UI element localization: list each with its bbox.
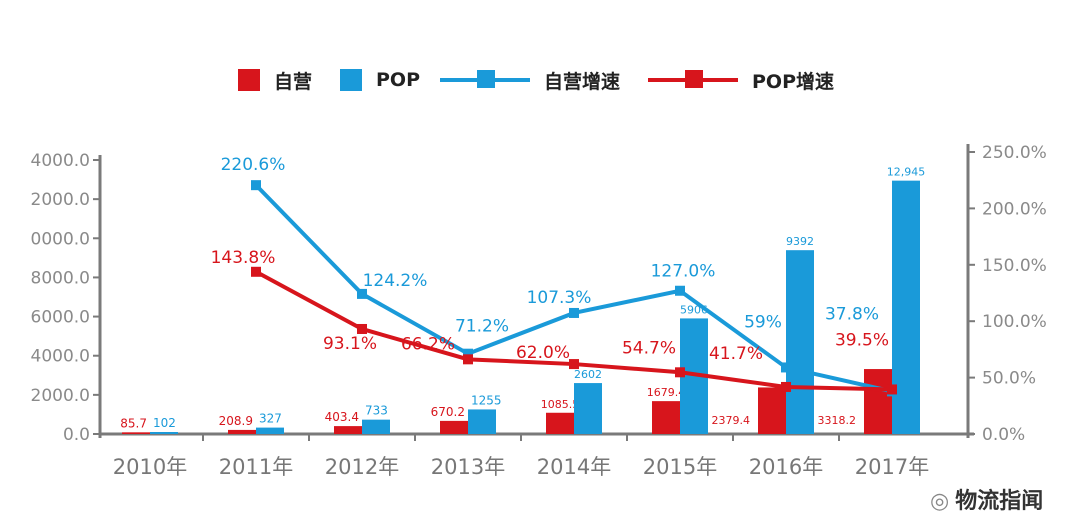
bar-label-self: 1679.4	[647, 386, 686, 399]
bar-label-self: 3318.2	[818, 414, 857, 427]
wechat-icon: ◎	[930, 489, 950, 514]
bar-self	[122, 432, 150, 434]
x-tick-label: 2011年	[219, 455, 293, 479]
bar-label-pop: 12,945	[887, 166, 926, 179]
legend-item-pop-growth: POP增速	[648, 64, 834, 96]
label-self-growth: 127.0%	[651, 262, 716, 282]
label-self-growth: 220.6%	[221, 155, 286, 175]
label-self-growth: 124.2%	[363, 271, 428, 291]
right-tick-label: 250.0%	[982, 143, 1047, 163]
left-tick-label: 4000.0	[31, 151, 90, 171]
bar-label-self: 2379.4	[712, 414, 751, 427]
point-pop-growth	[251, 266, 261, 277]
bar-label-self: 85.7	[120, 416, 147, 430]
legend-swatch	[238, 69, 260, 91]
bar-self	[864, 369, 892, 434]
right-tick-label: 150.0%	[982, 256, 1047, 276]
point-pop-growth	[675, 367, 685, 378]
legend-line	[648, 70, 738, 88]
point-pop-growth	[463, 354, 473, 365]
bar-label-pop: 327	[259, 412, 282, 426]
label-pop-growth: 62.0%	[516, 343, 570, 363]
bar-self	[546, 412, 574, 434]
label-self-growth: 37.8%	[825, 304, 879, 324]
point-self-growth	[357, 288, 367, 299]
point-self-growth	[463, 348, 473, 359]
x-tick-label: 2012年	[325, 455, 399, 479]
legend: 自营 POP 自营增速 POP增速	[0, 64, 1080, 96]
label-pop-growth: 41.7%	[709, 344, 763, 364]
bar-label-pop: 9392	[786, 235, 814, 248]
left-tick-label: 0.0	[63, 425, 90, 445]
x-tick-label: 2017年	[855, 455, 929, 479]
point-self-growth	[675, 285, 685, 296]
bar-pop	[468, 409, 496, 434]
left-tick-label: 8000.0	[31, 268, 90, 288]
bar-self	[758, 387, 786, 434]
x-tick-label: 2016年	[749, 455, 823, 479]
bar-label-pop: 102	[153, 416, 176, 430]
bar-label-self: 208.9	[219, 414, 253, 428]
label-pop-growth: 54.7%	[622, 338, 676, 358]
bar-pop	[150, 432, 178, 434]
right-tick-label: 200.0%	[982, 199, 1047, 219]
point-pop-growth	[887, 384, 897, 395]
legend-item-self: 自营	[238, 64, 312, 96]
bar-pop	[362, 419, 390, 434]
left-tick-label: 6000.0	[31, 308, 90, 328]
x-tick-label: 2015年	[643, 455, 717, 479]
point-self-growth	[781, 362, 791, 373]
left-tick-label: 2000.0	[31, 386, 90, 406]
x-tick-label: 2010年	[113, 455, 187, 479]
legend-label: POP	[376, 69, 421, 91]
bar-self	[334, 426, 362, 434]
bar-label-self: 670.2	[431, 405, 465, 419]
legend-line	[440, 70, 530, 88]
point-self-growth	[251, 180, 261, 191]
bar-label-self: 1085.5	[541, 398, 580, 411]
right-tick-label: 100.0%	[982, 312, 1047, 332]
legend-item-pop: POP	[340, 64, 420, 96]
bar-pop	[786, 250, 814, 434]
bar-pop	[256, 427, 284, 434]
x-tick-label: 2013年	[431, 455, 505, 479]
watermark-text: 物流指闻	[955, 489, 1044, 514]
left-tick-label: 0000.0	[31, 229, 90, 249]
bar-label-pop: 2602	[574, 368, 602, 381]
label-pop-growth: 39.5%	[835, 330, 889, 350]
left-tick-label: 4000.0	[31, 347, 90, 367]
legend-label: 自营	[274, 70, 313, 93]
point-self-growth	[569, 307, 579, 318]
label-pop-growth: 143.8%	[211, 248, 276, 268]
right-tick-label: 50.0%	[982, 369, 1036, 389]
x-tick-label: 2014年	[537, 455, 611, 479]
right-tick-label: 0.0%	[982, 425, 1025, 445]
point-pop-growth	[569, 359, 579, 370]
point-pop-growth	[357, 323, 367, 334]
point-pop-growth	[781, 381, 791, 392]
label-pop-growth: 66.2%	[401, 334, 455, 354]
bar-label-pop: 733	[365, 404, 388, 418]
legend-swatch	[340, 69, 362, 91]
legend-label: POP增速	[752, 70, 835, 93]
bar-pop	[574, 383, 602, 434]
label-self-growth: 59%	[744, 312, 782, 332]
watermark: ◎ 物流指闻	[930, 489, 1043, 515]
bar-self	[440, 420, 468, 434]
left-tick-label: 2000.0	[31, 190, 90, 210]
label-self-growth: 107.3%	[527, 288, 592, 308]
bar-label-self: 403.4	[325, 410, 359, 424]
bar-label-pop: 1255	[471, 393, 502, 407]
legend-label: 自营增速	[544, 70, 621, 93]
bar-self	[652, 401, 680, 434]
legend-item-self-growth: 自营增速	[440, 64, 620, 96]
label-pop-growth: 93.1%	[323, 334, 377, 354]
bar-self	[228, 429, 256, 434]
label-self-growth: 71.2%	[455, 317, 509, 337]
